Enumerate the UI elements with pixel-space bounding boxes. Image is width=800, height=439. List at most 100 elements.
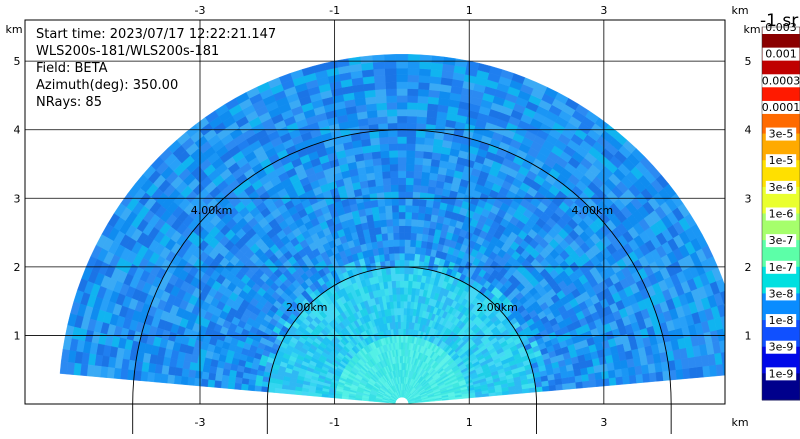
range-gate-cell — [427, 179, 437, 188]
range-gate-cell — [398, 232, 406, 240]
range-gate-cell — [407, 74, 420, 83]
range-gate-cell — [726, 339, 735, 352]
range-gate-cell — [413, 253, 421, 262]
range-gate-cell — [422, 151, 433, 160]
range-gate-cell — [180, 376, 189, 386]
range-gate-cell — [720, 351, 725, 365]
range-gate-cell — [406, 108, 418, 117]
colorbar-label: 3e-6 — [769, 181, 794, 194]
range-gate-cell — [404, 232, 411, 240]
range-gate-cell — [405, 314, 410, 323]
range-gate-cell — [386, 225, 394, 234]
x-tick-label-top: 3 — [600, 4, 607, 17]
range-gate-cell — [404, 239, 411, 247]
range-gate-cell — [403, 314, 407, 323]
range-gate-cell — [384, 205, 393, 213]
range-gate-cell — [396, 81, 408, 89]
range-gate-cell — [391, 287, 397, 295]
range-gate-cell — [397, 143, 407, 151]
range-gate-cell — [370, 144, 381, 153]
range-gate-cell — [382, 184, 392, 193]
range-gate-cell — [555, 383, 564, 391]
range-gate-cell — [413, 164, 423, 172]
range-gate-cell — [406, 294, 412, 302]
range-gate-cell — [86, 364, 95, 377]
range-gate-cell — [417, 81, 430, 91]
range-gate-cell — [374, 88, 387, 97]
range-rings: 2.00km 2.00km 4.00km 4.00km — [132, 129, 672, 434]
range-gate-cell — [722, 363, 725, 376]
range-gate-cell — [655, 371, 664, 382]
range-gate-cell — [403, 273, 409, 281]
colorbar-label-bg — [759, 100, 800, 114]
range-gate-cell — [248, 379, 256, 386]
range-gate-cell — [375, 95, 387, 104]
range-ring — [132, 129, 672, 405]
range-gate-cell — [406, 307, 411, 316]
range-gate-cell — [621, 367, 630, 377]
range-gate-cell — [408, 266, 414, 275]
range-gate-cell — [181, 368, 190, 378]
range-gate-cell — [207, 372, 217, 381]
range-gate-cell — [373, 75, 386, 84]
range-gate-cell — [372, 164, 383, 173]
range-gate-cell — [402, 328, 407, 336]
range-gate-cell — [106, 366, 115, 379]
range-gate-cell — [160, 373, 169, 384]
range-gate-cell — [120, 368, 129, 380]
range-gate-cell — [417, 212, 426, 221]
range-gate-cell — [421, 233, 429, 242]
range-gate-cell — [381, 164, 391, 172]
x-tick-label-bottom: 3 — [600, 416, 607, 429]
range-gate-cell — [416, 116, 427, 125]
range-gate-cell — [384, 198, 392, 207]
tick-labels: -3 -3 -1 -1 1 1 3 3 1 1 2 2 3 3 4 4 5 5 — [14, 4, 752, 429]
range-gate-cell — [682, 367, 691, 380]
y-axis-unit-left: km — [5, 23, 22, 36]
range-gate-cell — [207, 379, 216, 388]
range-gate-cell — [366, 110, 378, 119]
range-gate-cell — [387, 136, 398, 145]
range-gate-cell — [370, 199, 379, 208]
range-gate-cell — [418, 75, 431, 84]
range-gate-cell — [365, 103, 377, 112]
range-gate-cell — [404, 246, 411, 254]
range-gate-cell — [393, 246, 400, 254]
range-gate-cell — [215, 367, 224, 376]
range-gate-cell — [416, 109, 428, 118]
range-gate-cell — [418, 61, 432, 70]
range-gate-cell — [384, 60, 397, 69]
range-gate-cell — [386, 102, 398, 110]
range-gate-cell — [379, 143, 390, 152]
range-gate-cell — [424, 206, 433, 215]
y-tick-label-left: 2 — [14, 261, 21, 274]
range-gate-cell — [382, 246, 390, 255]
range-gate-cell — [254, 385, 262, 392]
range-gate-cell — [575, 381, 584, 389]
range-gate-cell — [363, 89, 376, 98]
range-gate-cell — [398, 204, 406, 213]
range-gate-cell — [414, 157, 424, 166]
range-gate-cell — [675, 368, 684, 380]
range-gate-cell — [398, 239, 405, 247]
range-gate-cell — [405, 156, 415, 165]
start-time: Start time: 2023/07/17 12:22:21.147 — [36, 27, 276, 42]
range-gate-cell — [396, 88, 408, 96]
range-gate-cell — [406, 129, 417, 138]
range-gate-cell — [408, 259, 415, 268]
range-gate-cell — [367, 185, 377, 195]
range-ring-label: 2.00km — [286, 301, 328, 314]
range-gate-cell — [407, 60, 420, 69]
range-gate-cell — [422, 226, 430, 235]
range-gate-cell — [416, 226, 424, 235]
range-gate-cell — [369, 192, 378, 202]
range-gate-cell — [642, 372, 651, 383]
range-gate-cell — [385, 212, 393, 220]
range-gate-cell — [426, 110, 438, 119]
range-gate-cell — [729, 362, 737, 375]
colorbar: 0.003 0.001 0.0003 0.0001 3e-5 1e-5 3e-6 1e-6 3e… — [759, 21, 800, 401]
range-gate-cell — [396, 294, 401, 302]
range-gate-cell — [648, 371, 657, 383]
range-gate-cell — [728, 350, 736, 363]
range-gate-cell — [595, 378, 604, 387]
